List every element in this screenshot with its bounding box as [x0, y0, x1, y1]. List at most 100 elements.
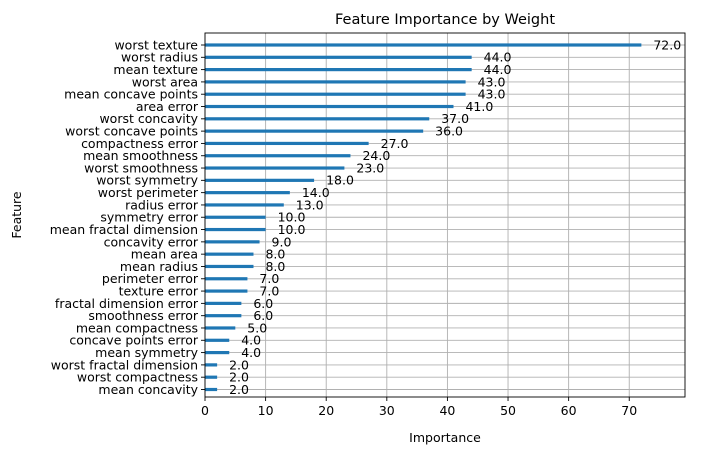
- y-tick-label: radius error: [125, 197, 199, 212]
- y-tick-label: compactness error: [81, 136, 199, 151]
- bar-value-label: 27.0: [381, 136, 409, 151]
- bar: [205, 326, 236, 330]
- bar: [205, 387, 218, 392]
- y-tick-label: mean radius: [120, 259, 198, 274]
- y-tick-label: worst compactness: [77, 370, 198, 385]
- bar: [205, 215, 266, 219]
- bar-value-label: 41.0: [465, 99, 493, 114]
- bar: [205, 301, 242, 305]
- x-tick-label: 0: [201, 403, 209, 418]
- bar-value-label: 44.0: [484, 62, 512, 77]
- y-tick-label: worst concave points: [65, 124, 198, 139]
- bar-value-label: 43.0: [478, 74, 506, 89]
- y-tick-label: fractal dimension error: [55, 296, 199, 311]
- bar: [205, 129, 424, 133]
- bar: [205, 43, 642, 47]
- bar-value-label: 7.0: [259, 283, 279, 298]
- bar: [205, 80, 466, 84]
- bar: [205, 178, 315, 182]
- y-tick-label: worst symmetry: [96, 173, 198, 188]
- bar-value-label: 4.0: [241, 345, 261, 360]
- bar-value-label: 2.0: [229, 357, 249, 372]
- bar: [205, 154, 351, 158]
- y-tick-label: perimeter error: [102, 271, 199, 286]
- bar-value-label: 8.0: [265, 247, 285, 262]
- y-tick-label: concave points error: [69, 333, 199, 348]
- bar: [205, 375, 218, 379]
- bar-value-label: 24.0: [362, 148, 390, 163]
- bar-value-label: 72.0: [653, 37, 681, 52]
- y-tick-label: worst area: [132, 74, 198, 89]
- bar: [205, 68, 472, 72]
- y-tick-label: mean concavity: [98, 382, 198, 397]
- y-tick-label: mean concave points: [64, 87, 198, 102]
- bar: [205, 363, 218, 367]
- bar-value-label: 37.0: [441, 111, 469, 126]
- bar: [205, 104, 454, 109]
- bar: [205, 277, 248, 281]
- chart-title: Feature Importance by Weight: [335, 12, 555, 28]
- x-tick-label: 50: [500, 403, 516, 418]
- bar: [205, 191, 290, 195]
- y-tick-label: worst radius: [121, 50, 198, 65]
- bar: [205, 338, 230, 342]
- y-tick-label: smoothness error: [88, 308, 199, 323]
- bar: [205, 289, 248, 293]
- bar: [205, 203, 284, 207]
- bar-value-label: 6.0: [253, 308, 273, 323]
- bar-value-label: 44.0: [484, 50, 512, 65]
- bar: [205, 117, 430, 121]
- bar-value-label: 2.0: [229, 382, 249, 397]
- bar-value-label: 4.0: [241, 333, 261, 348]
- bar-value-label: 7.0: [259, 271, 279, 286]
- bar-value-label: 9.0: [272, 234, 292, 249]
- bar: [205, 240, 260, 244]
- bar: [205, 141, 369, 146]
- y-tick-label: worst perimeter: [98, 185, 199, 200]
- y-tick-label: area error: [136, 99, 199, 114]
- bar-value-label: 14.0: [302, 185, 330, 200]
- x-tick-label: 30: [379, 403, 395, 418]
- bar-value-label: 43.0: [478, 87, 506, 102]
- y-tick-label: worst concavity: [99, 111, 198, 126]
- bar: [205, 350, 230, 355]
- y-tick-label: mean compactness: [76, 320, 198, 335]
- y-tick-label: worst texture: [114, 37, 198, 52]
- bar-value-label: 36.0: [435, 124, 463, 139]
- bar-value-label: 10.0: [278, 210, 306, 225]
- y-tick-label: symmetry error: [100, 210, 198, 225]
- value-labels: 72.044.044.043.043.041.037.036.027.024.0…: [229, 37, 681, 397]
- bar-value-label: 5.0: [247, 320, 267, 335]
- y-tick-label: concavity error: [104, 234, 199, 249]
- y-tick-label: mean texture: [113, 62, 198, 77]
- bar-value-label: 2.0: [229, 370, 249, 385]
- bar: [205, 264, 254, 269]
- bar-value-label: 8.0: [265, 259, 285, 274]
- bar-value-label: 10.0: [278, 222, 306, 237]
- x-axis-title: Importance: [409, 430, 481, 445]
- y-axis-title: Feature: [9, 191, 24, 239]
- bar-value-label: 6.0: [253, 296, 273, 311]
- bar-value-label: 23.0: [356, 160, 384, 175]
- bar: [205, 55, 472, 59]
- x-tick-label: 10: [258, 403, 274, 418]
- y-tick-label: mean smoothness: [83, 148, 198, 163]
- y-tick-label: mean symmetry: [95, 345, 198, 360]
- x-tick-label: 20: [318, 403, 334, 418]
- bar: [205, 166, 345, 170]
- x-tick-labels: 0 10 20 30 40 50 60 70: [201, 397, 637, 418]
- x-tick-label: 70: [621, 403, 637, 418]
- bar: [205, 92, 466, 96]
- bar: [205, 252, 254, 256]
- bar: [205, 314, 242, 318]
- x-tick-label: 40: [439, 403, 455, 418]
- y-tick-label: worst smoothness: [84, 160, 198, 175]
- y-tick-label: worst fractal dimension: [51, 357, 198, 372]
- y-tick-label: mean fractal dimension: [50, 222, 198, 237]
- bar-value-label: 18.0: [326, 173, 354, 188]
- y-tick-label: mean area: [131, 247, 198, 262]
- y-tick-label: texture error: [119, 283, 199, 298]
- plot-frame: [204, 32, 686, 398]
